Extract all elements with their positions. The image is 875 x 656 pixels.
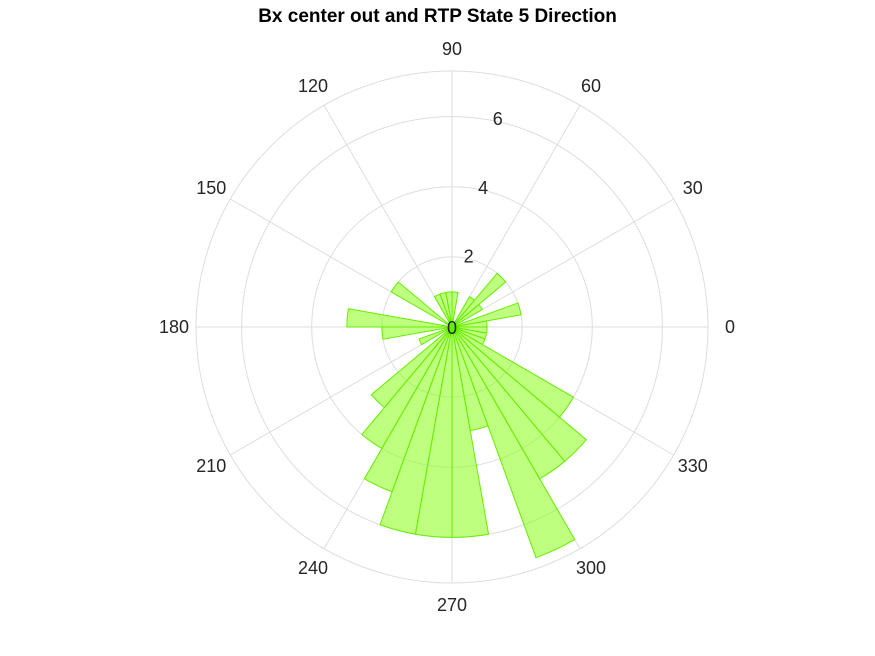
- theta-tick-label: 120: [298, 76, 328, 96]
- histogram-bar: [451, 295, 476, 328]
- histogram-bar: [451, 302, 522, 328]
- r-tick-label: 6: [493, 109, 503, 129]
- histogram-bar: [451, 272, 507, 328]
- histogram-bar: [381, 326, 453, 340]
- theta-tick-label: 240: [298, 558, 328, 578]
- theta-tick-label: 30: [683, 178, 703, 198]
- grid-spoke: [230, 326, 453, 456]
- histogram-bar: [390, 281, 453, 328]
- axis-labels: 0 30 60 90 120 150 180 210 240 270 300 330 0 2 4 6: [159, 39, 735, 615]
- theta-tick-label: 180: [159, 317, 189, 337]
- histogram-bar: [418, 326, 453, 346]
- theta-tick-label: 330: [678, 456, 708, 476]
- grid-spoke: [323, 105, 453, 328]
- histogram-bar: [433, 293, 453, 328]
- r-tick-label: 0: [447, 318, 457, 338]
- grid-spoke: [451, 198, 674, 328]
- chart-title: Bx center out and RTP State 5 Direction: [258, 6, 617, 27]
- grid-spoke: [451, 105, 581, 328]
- theta-tick-label: 210: [196, 456, 226, 476]
- histogram-bar: [451, 326, 588, 463]
- histogram-bars: [346, 272, 588, 559]
- histogram-bar: [451, 326, 576, 559]
- theta-tick-label: 60: [581, 76, 601, 96]
- r-tick-label: 2: [464, 246, 474, 266]
- histogram-bar: [346, 308, 453, 328]
- histogram-bar: [451, 326, 488, 334]
- theta-tick-label: 270: [437, 595, 467, 615]
- theta-tick-label: 90: [442, 39, 462, 59]
- histogram-bar: [451, 326, 575, 418]
- theta-tick-label: 0: [725, 317, 735, 337]
- r-tick-label: 4: [478, 178, 488, 198]
- theta-tick-label: 150: [196, 178, 226, 198]
- theta-tick-label: 300: [576, 558, 606, 578]
